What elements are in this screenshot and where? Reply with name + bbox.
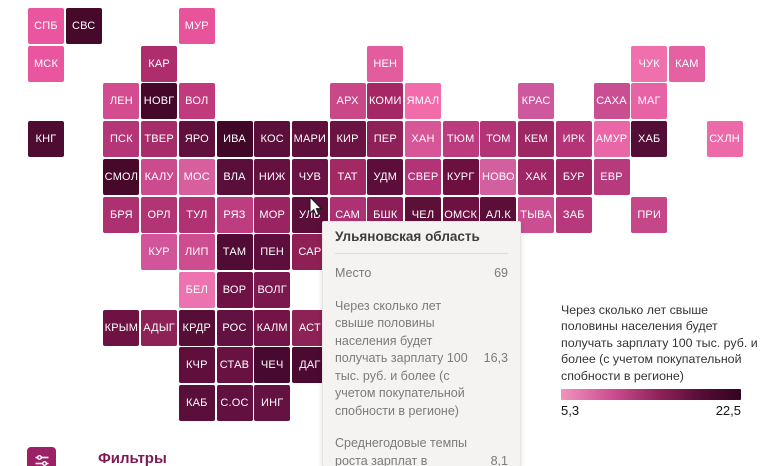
region-tile-ПСК[interactable]: ПСК: [103, 121, 140, 158]
region-tile-С.ОС[interactable]: С.ОС: [216, 385, 253, 421]
region-tile-ТУЛ[interactable]: ТУЛ: [178, 196, 215, 233]
region-tile-КАЛУ[interactable]: КАЛУ: [141, 158, 178, 195]
region-tile-ХАН[interactable]: ХАН: [405, 121, 441, 158]
region-tile-АРХ[interactable]: АРХ: [329, 83, 366, 120]
legend-title: Через сколько лет свыше половины населен…: [561, 303, 758, 383]
tooltip-row-value: 69: [494, 266, 508, 280]
region-tile-МАРИ[interactable]: МАРИ: [291, 121, 328, 158]
region-tile-ХАБ[interactable]: ХАБ: [631, 121, 668, 158]
region-tile-ИВА[interactable]: ИВА: [216, 121, 253, 158]
region-tile-ТАМ[interactable]: ТАМ: [216, 234, 253, 271]
region-tile-СМОЛ[interactable]: СМОЛ: [103, 158, 140, 195]
region-tile-УДМ[interactable]: УДМ: [367, 158, 404, 195]
filters-button[interactable]: [27, 447, 56, 466]
region-tile-ВЛА[interactable]: ВЛА: [216, 158, 253, 195]
region-tile-СВЕР[interactable]: СВЕР: [405, 158, 441, 195]
region-tile-МАГ[interactable]: МАГ: [631, 83, 668, 120]
region-tile-НОВО[interactable]: НОВО: [480, 158, 517, 195]
region-tile-ЯМАЛ[interactable]: ЯМАЛ: [405, 83, 441, 120]
region-tile-КАМ[interactable]: КАМ: [668, 45, 705, 82]
region-tile-ЧУК[interactable]: ЧУК: [631, 45, 668, 82]
region-tile-ЗАБ[interactable]: ЗАБ: [555, 196, 592, 233]
region-tile-САР[interactable]: САР: [291, 234, 328, 271]
region-tile-ДАГ[interactable]: ДАГ: [291, 347, 328, 384]
region-tile-ХАК[interactable]: ХАК: [518, 158, 555, 195]
tooltip-row-label: Среднегодовые темпы роста зарплат в посл…: [335, 436, 467, 466]
region-tile-ЧЕЧ[interactable]: ЧЕЧ: [254, 347, 291, 384]
region-tile-НОВГ[interactable]: НОВГ: [141, 83, 178, 120]
tooltip-row-value: 16,3: [483, 351, 508, 365]
region-tile-ТЫВА[interactable]: ТЫВА: [518, 196, 555, 233]
region-tile-СТАВ[interactable]: СТАВ: [216, 347, 253, 384]
sliders-icon: [34, 454, 50, 466]
legend-min-value: 5,3: [561, 403, 580, 419]
region-tile-ИРК[interactable]: ИРК: [555, 121, 592, 158]
region-tile-ЯРО[interactable]: ЯРО: [178, 121, 215, 158]
legend-max-value: 22,5: [715, 403, 741, 419]
region-tile-ТЮМ[interactable]: ТЮМ: [442, 121, 479, 158]
region-tile-КЧР[interactable]: КЧР: [178, 347, 215, 384]
region-tile-РОС[interactable]: РОС: [216, 309, 253, 346]
region-tile-КАЛМ[interactable]: КАЛМ: [254, 309, 291, 346]
region-tile-КУР[interactable]: КУР: [141, 234, 178, 271]
region-tile-КРДР[interactable]: КРДР: [178, 309, 215, 346]
region-tile-БУР[interactable]: БУР: [555, 158, 592, 195]
region-tile-АСТ[interactable]: АСТ: [291, 309, 328, 346]
region-tile-ТАТ[interactable]: ТАТ: [329, 158, 366, 195]
region-tile-ЕВР[interactable]: ЕВР: [593, 158, 630, 195]
region-tile-БРЯ[interactable]: БРЯ: [103, 196, 140, 233]
color-legend: Через сколько лет свыше половины населен…: [561, 302, 759, 418]
region-tile-ЛЕН[interactable]: ЛЕН: [103, 83, 140, 120]
region-tile-КРЫМ[interactable]: КРЫМ: [103, 309, 140, 346]
legend-gradient-bar: [561, 389, 741, 401]
region-tile-СВС[interactable]: СВС: [65, 8, 102, 44]
tooltip-row-label: Место: [335, 266, 372, 280]
region-tile-КИР[interactable]: КИР: [329, 121, 366, 158]
legend-scale: 5,3 22,5: [561, 403, 741, 418]
region-tile-ВОЛГ[interactable]: ВОЛГ: [254, 271, 291, 308]
region-tile-САХА[interactable]: САХА: [593, 83, 630, 120]
region-tile-КЕМ[interactable]: КЕМ: [518, 121, 555, 158]
region-tile-АМУР[interactable]: АМУР: [593, 121, 630, 158]
region-tile-ОРЛ[interactable]: ОРЛ: [141, 196, 178, 233]
region-tile-ИНГ[interactable]: ИНГ: [254, 385, 291, 421]
region-tile-МОС[interactable]: МОС: [178, 158, 215, 195]
region-tile-КОС[interactable]: КОС: [254, 121, 291, 158]
region-tile-КУРГ[interactable]: КУРГ: [442, 158, 479, 195]
region-tile-ЧУВ[interactable]: ЧУВ: [291, 158, 328, 195]
tooltip-row-label: Через сколько лет свыше половины населен…: [335, 298, 468, 418]
region-tooltip: Ульяновская область Место 69 Через сколь…: [322, 221, 521, 466]
region-tile-МСК[interactable]: МСК: [28, 45, 64, 82]
region-tile-РЯЗ[interactable]: РЯЗ: [216, 196, 253, 233]
region-tile-КРАС[interactable]: КРАС: [518, 83, 555, 120]
region-tile-ПРИ[interactable]: ПРИ: [631, 196, 668, 233]
region-tile-ЛИП[interactable]: ЛИП: [178, 234, 215, 271]
region-tile-НЕН[interactable]: НЕН: [367, 45, 404, 82]
region-tile-ВОР[interactable]: ВОР: [216, 271, 253, 308]
region-tile-НИЖ[interactable]: НИЖ: [254, 158, 291, 195]
tooltip-row-value: 8,1: [490, 453, 508, 466]
region-tile-БЕЛ[interactable]: БЕЛ: [178, 271, 215, 308]
tooltip-row-growth: Среднегодовые темпы роста зарплат в посл…: [335, 435, 508, 466]
region-tile-СПБ[interactable]: СПБ: [28, 8, 64, 44]
region-tile-КАР[interactable]: КАР: [141, 45, 178, 82]
region-tile-СХЛН[interactable]: СХЛН: [706, 121, 743, 158]
tooltip-region-title: Ульяновская область: [335, 229, 508, 254]
region-tile-ТОМ[interactable]: ТОМ: [480, 121, 517, 158]
region-tile-ПЕН[interactable]: ПЕН: [254, 234, 291, 271]
region-tile-АДЫГ[interactable]: АДЫГ: [141, 309, 178, 346]
region-tile-КНГ[interactable]: КНГ: [28, 121, 64, 158]
filters-label: Фильтры: [98, 450, 167, 466]
region-tile-МОР[interactable]: МОР: [254, 196, 291, 233]
tooltip-row-years: Через сколько лет свыше половины населен…: [335, 298, 508, 421]
region-tile-КОМИ[interactable]: КОМИ: [367, 83, 404, 120]
region-tile-КАБ[interactable]: КАБ: [178, 385, 215, 421]
filters-control: Фильтры: [27, 447, 167, 466]
region-tile-МУР[interactable]: МУР: [178, 8, 215, 44]
region-tile-ВОЛ[interactable]: ВОЛ: [178, 83, 215, 120]
region-tile-ТВЕР[interactable]: ТВЕР: [141, 121, 178, 158]
region-tile-ПЕР[interactable]: ПЕР: [367, 121, 404, 158]
tooltip-row-place: Место 69: [335, 265, 508, 283]
